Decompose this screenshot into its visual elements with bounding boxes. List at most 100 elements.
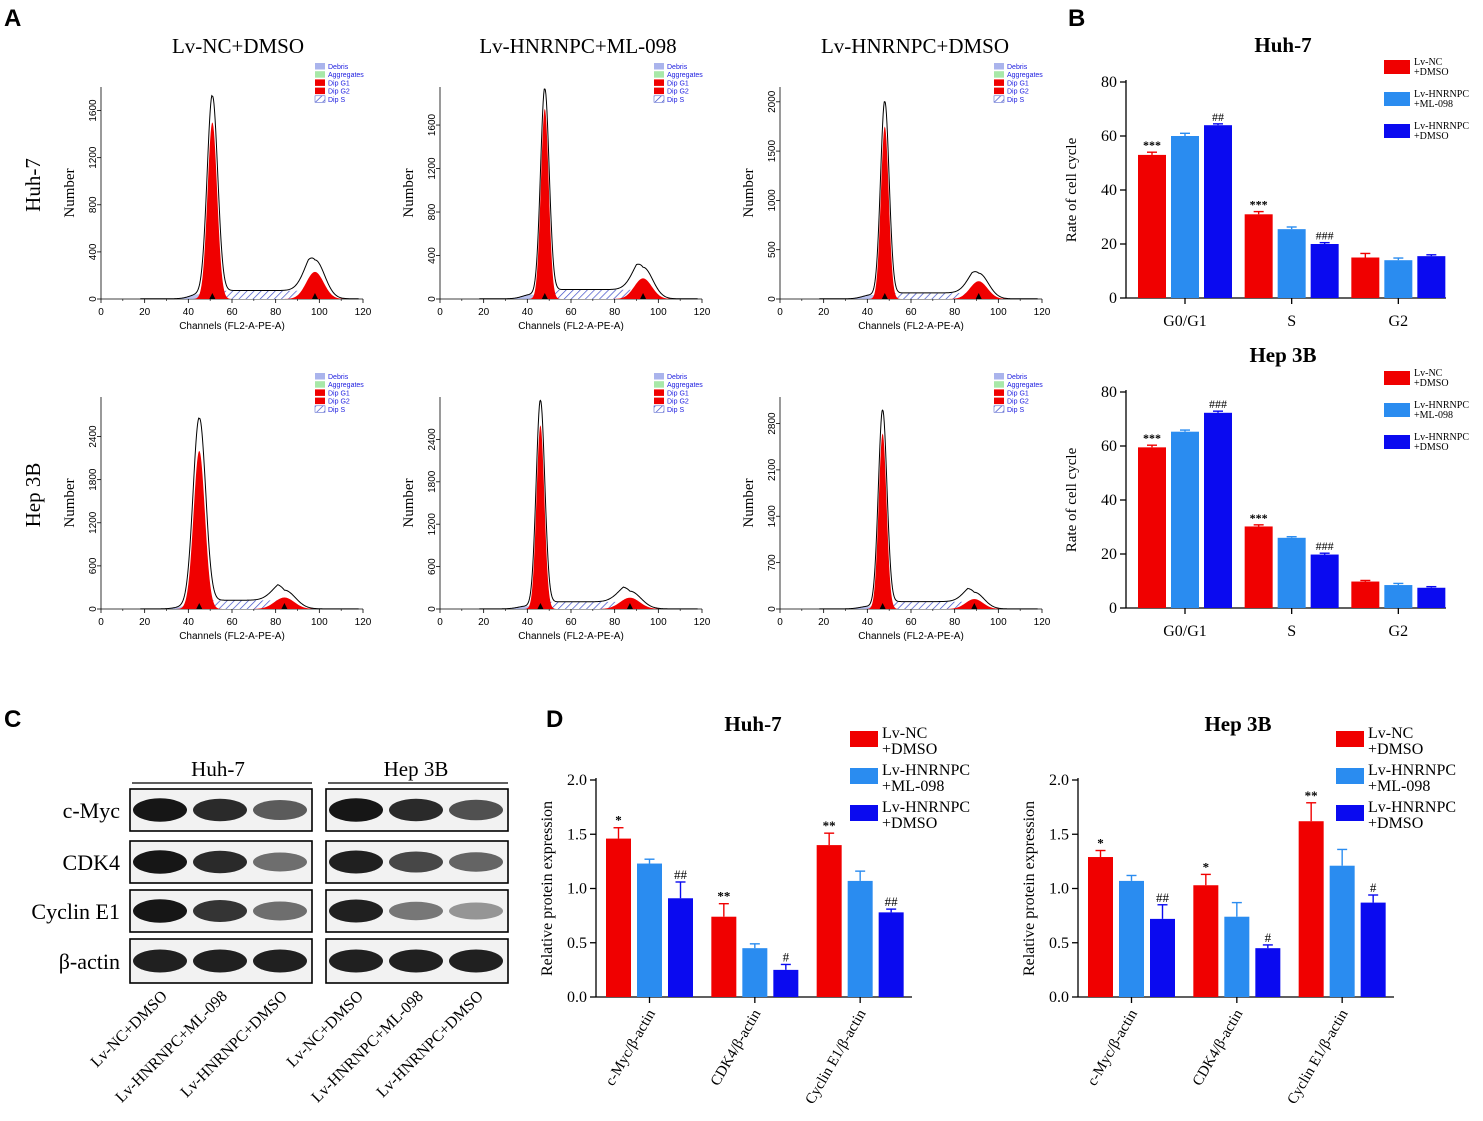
bar [1310, 554, 1339, 608]
significance-mark: *** [1250, 198, 1268, 212]
legend-label: Dip G2 [328, 89, 350, 96]
bar [773, 969, 799, 997]
legend-swatch [314, 405, 326, 413]
bar-chart: Huh-7 0 20 40 60 80 Rate of cell cycle *** ## G0/… [1064, 33, 1469, 330]
legend-label: +ML-098 [1368, 778, 1430, 795]
legend-label: Debris [667, 374, 688, 381]
y-tick-label: 0 [767, 606, 778, 612]
x-tick-label: 120 [1034, 307, 1051, 318]
bar [1298, 821, 1324, 997]
dip-g1-area [518, 108, 571, 300]
y-tick-label: 1400 [767, 505, 778, 528]
y-axis-label: Relative protein expression [1021, 801, 1038, 976]
protein-band [449, 852, 503, 872]
y-tick-label: 800 [427, 203, 438, 220]
y-tick-label: 0.5 [1049, 935, 1069, 952]
x-tick-label: 0 [98, 617, 104, 628]
y-tick-label: 1800 [427, 470, 438, 493]
significance-mark: ## [674, 867, 688, 882]
legend-swatch [654, 397, 664, 405]
chart-title: Hep 3B [1204, 712, 1271, 736]
bar [1193, 885, 1219, 997]
y-tick-label: 1200 [88, 146, 99, 169]
western-blot-panel: Huh-7 Hep 3B c-Myc CDK4 Cyclin E1 β-actin Lv… [31, 757, 509, 1106]
peak-marker-icon [537, 603, 544, 609]
significance-mark: ** [1305, 788, 1318, 803]
panel-letter-c: C [4, 706, 21, 733]
dip-g1-area [186, 122, 239, 299]
x-tick-label: 40 [522, 617, 534, 628]
bar [1277, 229, 1306, 298]
peak-marker-icon [640, 293, 647, 299]
protein-band [253, 800, 307, 820]
protein-band [329, 949, 383, 973]
x-axis-label: Channels (FL2-A-PE-A) [179, 321, 285, 332]
x-tick-label: 0 [98, 307, 104, 318]
dip-s-area [199, 600, 285, 609]
y-tick-label: 2800 [767, 412, 778, 435]
x-axis-label: Channels (FL2-A-PE-A) [518, 321, 624, 332]
legend-label: Aggregates [1007, 382, 1043, 389]
y-tick-label: 1200 [88, 511, 99, 534]
bar [1417, 256, 1446, 298]
protein-band [389, 851, 443, 873]
legend-swatch [994, 397, 1004, 405]
bar [1150, 918, 1175, 997]
legend-label: Dip G1 [328, 80, 350, 87]
bar [1384, 260, 1413, 298]
dip-g1-area [514, 425, 567, 609]
protein-band [253, 949, 307, 973]
peak-marker-icon [626, 603, 633, 609]
protein-band [449, 902, 503, 920]
legend-label: Aggregates [328, 382, 364, 389]
y-tick-label: 400 [88, 243, 99, 260]
category-label: Cyclin E1/β-actin [803, 1007, 870, 1108]
legend-label: Lv-HNRNPC [1368, 762, 1456, 779]
panel-letter-d: D [546, 706, 563, 733]
dip-s-area [882, 601, 975, 609]
legend-swatch [315, 71, 325, 78]
legend-label: Debris [328, 64, 349, 71]
legend-label: Debris [667, 64, 688, 71]
legend-label: Debris [328, 374, 349, 381]
legend-label: Dip S [328, 407, 345, 414]
x-tick-label: 40 [862, 617, 874, 628]
legend-label: Debris [1007, 374, 1028, 381]
legend-label: Dip G2 [667, 89, 689, 96]
y-tick-label: 2100 [767, 458, 778, 481]
legend-swatch [315, 373, 325, 380]
total-fit-curve [819, 100, 1038, 300]
chart-title: Huh-7 [724, 712, 781, 736]
protein-label: CDK4 [63, 850, 120, 875]
legend-label: +DMSO [1414, 67, 1449, 78]
x-tick-label: 80 [609, 307, 621, 318]
significance-mark: ### [1316, 229, 1334, 243]
x-tick-label: 20 [478, 617, 490, 628]
legend-swatch [654, 373, 664, 380]
protein-band [133, 949, 187, 973]
blot-group-label: Huh-7 [191, 757, 245, 781]
chart-title: Huh-7 [1254, 33, 1311, 57]
y-tick-label: 600 [427, 558, 438, 575]
y-tick-label: 800 [88, 196, 99, 213]
legend-label: +DMSO [1368, 741, 1423, 758]
legend-swatch [994, 381, 1004, 388]
significance-mark: * [1097, 836, 1104, 851]
y-tick-label: 1200 [427, 157, 438, 180]
bar [637, 863, 662, 997]
total-fit-curve [140, 417, 359, 610]
legend-swatch [315, 79, 325, 86]
legend-label: Aggregates [1007, 72, 1043, 79]
x-tick-label: 80 [949, 307, 961, 318]
legend-label: Dip G2 [1007, 399, 1029, 406]
legend-label: Dip G1 [667, 390, 689, 397]
y-tick-label: 1600 [88, 99, 99, 122]
y-tick-label: 2400 [88, 425, 99, 448]
significance-mark: ### [1316, 539, 1334, 553]
flow-histogram: 0 20 40 60 80 100 1200600120018002400Channels … [401, 373, 711, 642]
legend-label: +DMSO [1368, 815, 1423, 832]
legend-label: Dip G1 [1007, 80, 1029, 87]
x-tick-label: 60 [905, 307, 917, 318]
legend-label: Lv-NC [1414, 57, 1443, 68]
